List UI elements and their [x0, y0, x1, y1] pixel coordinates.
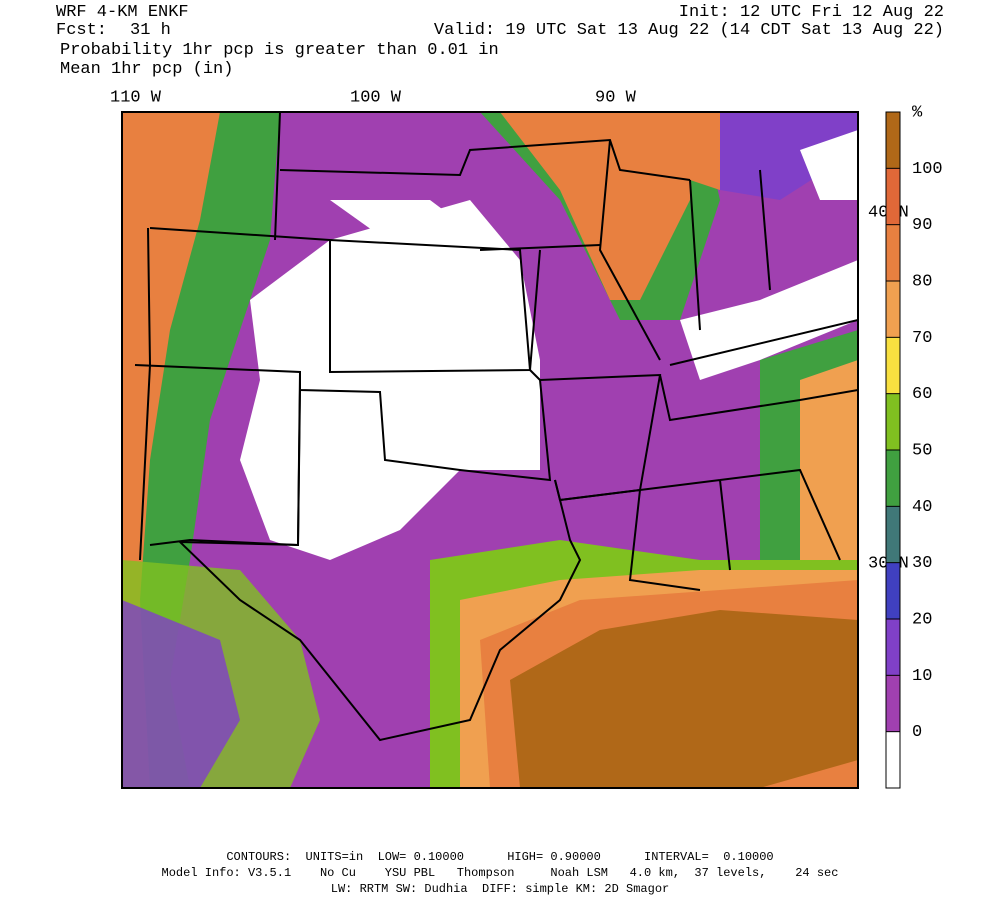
colorbar-segment [886, 731, 900, 788]
colorbar-tick-label: 60 [912, 385, 932, 404]
colorbar-segment [886, 393, 900, 450]
init-time: Init: 12 UTC Fri 12 Aug 22 [678, 3, 944, 22]
colorbar-tick-label: 0 [912, 723, 922, 742]
state-borders [134, 112, 858, 742]
colorbar: 0 10 20 30 40 50 60 70 80 90 100% [885, 103, 943, 789]
footer-line: LW: RRTM SW: Dudhia DIFF: simple KM: 2D … [330, 882, 670, 896]
lon-label: 100 W [350, 88, 402, 107]
colorbar-segment [886, 168, 900, 225]
colorbar-segment [886, 619, 900, 676]
map-frame [121, 111, 859, 789]
colorbar-tick-label: 80 [912, 272, 932, 291]
colorbar-segment [886, 675, 900, 732]
colorbar-segment [886, 224, 900, 281]
field-title: Probability 1hr pcp is greater than 0.01… [60, 41, 499, 60]
colorbar-segment [886, 281, 900, 338]
colorbar-segment [886, 450, 900, 507]
fcst-value: 31 h [130, 21, 171, 40]
colorbar-segment [886, 112, 900, 169]
map-figure: 110 W 100 W 90 W 40 N 30 N 0102030405060… [110, 88, 943, 789]
fcst-label: Fcst: [56, 21, 108, 40]
colorbar-tick-label: 50 [912, 441, 932, 460]
footer-line: CONTOURS: UNITS=in LOW= 0.10000 HIGH= 0.… [226, 850, 774, 864]
colorbar-tick-label: 20 [912, 610, 932, 629]
footer-line: Model Info: V3.5.1 No Cu YSU PBL Thompso… [161, 866, 839, 880]
colorbar-unit: % [912, 103, 923, 122]
model-name: WRF 4-KM ENKF [56, 3, 189, 22]
colorbar-segment [886, 506, 900, 563]
colorbar-tick-label: 100 [912, 160, 943, 179]
valid-time: Valid: 19 UTC Sat 13 Aug 22 (14 CDT Sat … [433, 21, 944, 40]
colorbar-segment [886, 562, 900, 619]
colorbar-tick-label: 40 [912, 498, 932, 517]
colorbar-tick-label: 90 [912, 216, 932, 235]
lon-label: 90 W [595, 88, 637, 107]
colorbar-tick-label: 10 [912, 667, 932, 686]
precip-field [122, 112, 858, 788]
colorbar-tick-label: 30 [912, 554, 932, 573]
colorbar-tick-label: 70 [912, 329, 932, 348]
colorbar-segment [886, 337, 900, 394]
lon-label: 110 W [110, 88, 162, 107]
field-subtitle: Mean 1hr pcp (in) [60, 60, 234, 79]
